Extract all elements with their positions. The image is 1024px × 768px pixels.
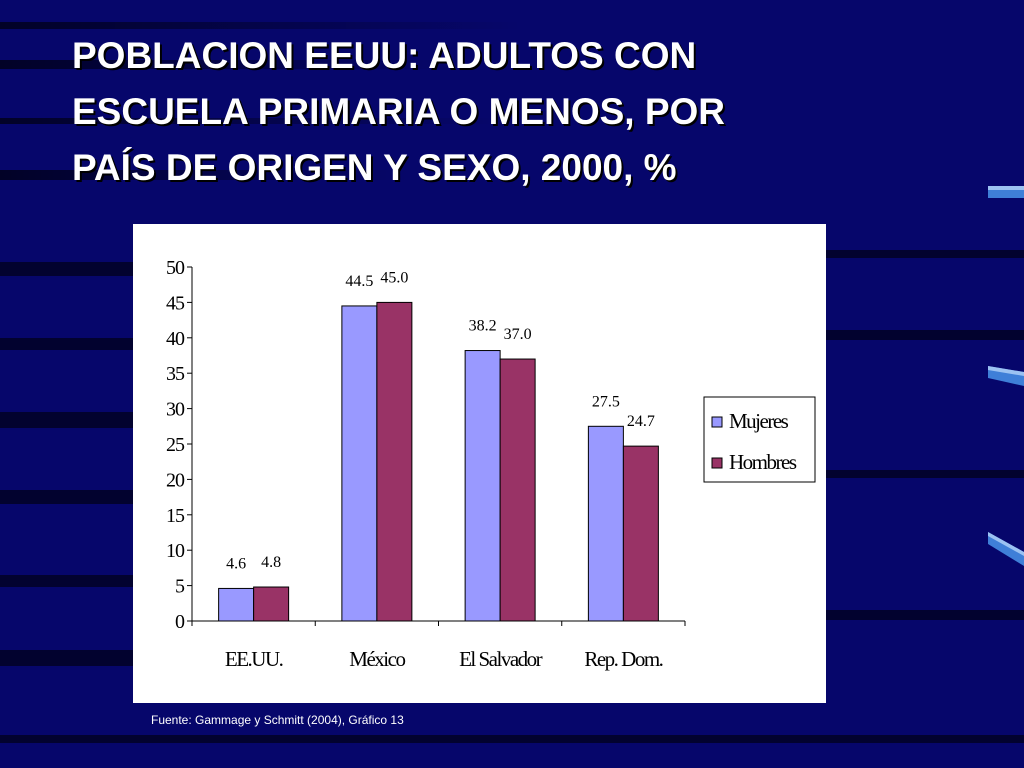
bar-mujeres (218, 587, 255, 622)
x-category-label: EE.UU. (225, 647, 283, 671)
bar-hombres (253, 586, 290, 622)
decorative-accent-marks (988, 186, 1024, 566)
legend: Mujeres Hombres (703, 396, 816, 483)
data-label-mujeres: 4.6 (226, 555, 246, 572)
legend-swatch-hombres (711, 457, 723, 469)
data-label-mujeres: 38.2 (469, 318, 497, 335)
legend-swatch-mujeres (711, 416, 723, 428)
y-tick-label: 5 (175, 576, 185, 598)
data-labels: 4.6 44.5 38.2 27.5 4.8 45.0 37.0 24.7 (226, 269, 655, 572)
y-tick-label: 30 (166, 399, 185, 421)
y-tick-label: 50 (166, 257, 185, 279)
bar-chart: 0 5 10 15 20 25 30 35 40 45 50 EE.UU. México El Salv… (166, 257, 816, 671)
data-label-hombres: 45.0 (380, 269, 408, 286)
data-label-hombres: 24.7 (627, 413, 655, 430)
x-axis: EE.UU. México El Salvador Rep. Dom. (191, 620, 686, 671)
y-tick-label: 0 (175, 611, 185, 633)
bar-hombres (499, 358, 536, 622)
title-line-1: POBLACION EEUU: ADULTOS CON (72, 35, 697, 76)
decorative-stripes (0, 22, 1024, 743)
x-category-label: México (349, 647, 405, 671)
chart-panel: 0 5 10 15 20 25 30 35 40 45 50 EE.UU. México El Salv… (133, 224, 826, 703)
bar-mujeres (587, 425, 624, 622)
bars (218, 301, 659, 622)
title-line-3: PAÍS DE ORIGEN Y SEXO, 2000, % (72, 147, 677, 188)
data-label-mujeres: 44.5 (345, 273, 373, 290)
y-tick-label: 10 (166, 540, 185, 562)
y-tick-label: 45 (166, 292, 185, 314)
data-label-hombres: 37.0 (504, 326, 532, 343)
y-axis: 0 5 10 15 20 25 30 35 40 45 50 (166, 257, 193, 633)
x-category-label: El Salvador (459, 647, 543, 671)
y-tick-label: 15 (166, 505, 185, 527)
title-line-2: ESCUELA PRIMARIA O MENOS, POR (72, 91, 726, 132)
y-tick-label: 20 (166, 469, 185, 491)
bar-hombres (376, 301, 413, 622)
data-label-mujeres: 27.5 (592, 393, 620, 410)
y-tick-label: 40 (166, 328, 185, 350)
bar-mujeres (464, 350, 501, 622)
slide-title: POBLACION EEUU: ADULTOS CON ESCUELA PRIM… (72, 28, 972, 196)
bar-hombres (622, 445, 659, 622)
legend-label-hombres: Hombres (729, 450, 797, 474)
source-note: Fuente: Gammage y Schmitt (2004), Gráfic… (151, 713, 404, 727)
y-tick-label: 35 (166, 363, 185, 385)
bar-mujeres (341, 305, 378, 622)
legend-label-mujeres: Mujeres (729, 409, 789, 433)
x-category-label: Rep. Dom. (584, 647, 662, 671)
data-label-hombres: 4.8 (261, 554, 281, 571)
y-tick-label: 25 (166, 434, 185, 456)
